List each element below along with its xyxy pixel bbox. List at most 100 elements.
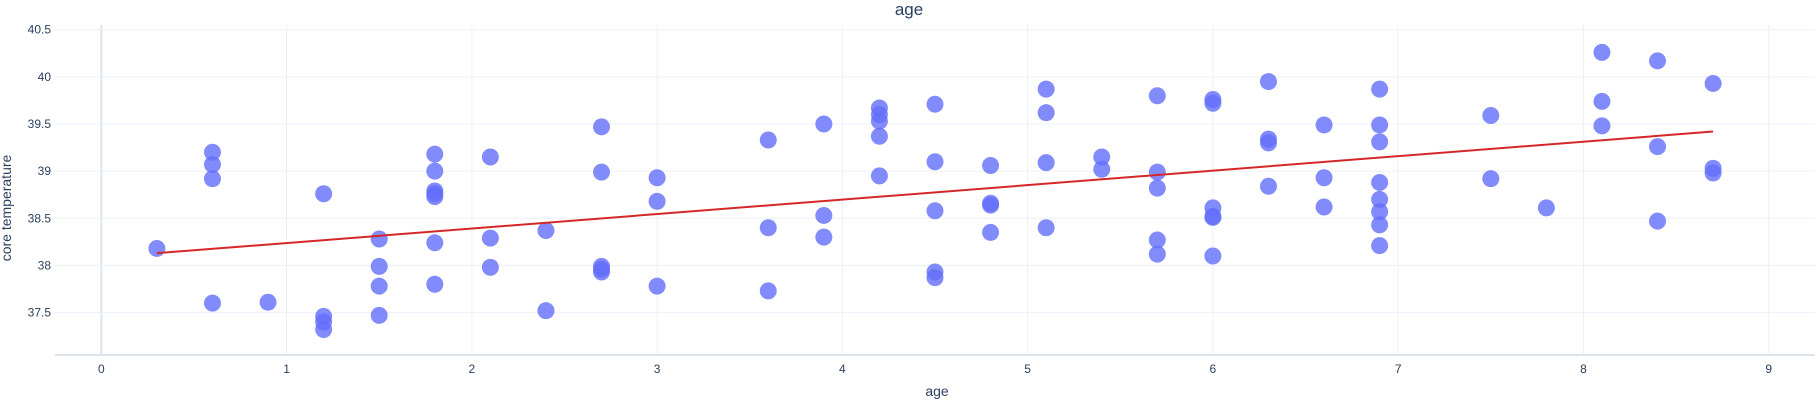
data-point xyxy=(426,275,444,293)
data-point xyxy=(1259,177,1277,195)
data-point xyxy=(1093,160,1111,178)
x-tick-label: 8 xyxy=(1580,362,1587,376)
data-point xyxy=(815,115,833,133)
data-point xyxy=(481,148,499,166)
data-point xyxy=(759,219,777,237)
data-point xyxy=(1537,199,1555,217)
data-point xyxy=(1315,116,1333,134)
data-point xyxy=(926,202,944,220)
x-axis-title: age xyxy=(925,383,949,399)
data-point xyxy=(1204,94,1222,112)
trendline xyxy=(156,130,1714,255)
x-axis-ticks: 0 1 2 3 4 5 6 7 8 9 xyxy=(98,362,1772,376)
x-tick-label: 0 xyxy=(98,362,105,376)
data-point xyxy=(1037,104,1055,122)
data-point xyxy=(759,282,777,300)
data-point xyxy=(370,277,388,295)
data-point xyxy=(1148,87,1166,105)
data-point xyxy=(1649,52,1667,70)
data-point xyxy=(1204,247,1222,265)
data-point xyxy=(1037,80,1055,98)
data-point xyxy=(481,258,499,276)
data-point xyxy=(1148,245,1166,263)
data-point xyxy=(759,131,777,149)
data-point xyxy=(315,185,333,203)
data-point xyxy=(1482,170,1500,188)
data-point xyxy=(1371,116,1389,134)
data-point xyxy=(370,306,388,324)
data-point xyxy=(1259,134,1277,152)
data-point xyxy=(315,321,333,339)
data-point xyxy=(926,95,944,113)
data-points xyxy=(148,43,1722,339)
data-point xyxy=(426,145,444,163)
data-point xyxy=(1704,74,1722,92)
y-tick-label: 39.5 xyxy=(28,117,52,131)
y-tick-label: 38.5 xyxy=(28,211,52,225)
data-point xyxy=(203,156,221,174)
data-point xyxy=(370,257,388,275)
data-point xyxy=(1315,169,1333,187)
data-point xyxy=(593,263,611,281)
data-point xyxy=(1259,73,1277,91)
data-point xyxy=(1037,219,1055,237)
data-point xyxy=(982,156,1000,174)
data-point xyxy=(1482,107,1500,125)
x-tick-label: 5 xyxy=(1024,362,1031,376)
data-point xyxy=(537,302,555,320)
y-axis-title: core temperature xyxy=(0,154,14,261)
data-point xyxy=(982,196,1000,214)
data-point xyxy=(1093,148,1111,166)
data-point xyxy=(1148,163,1166,181)
data-point xyxy=(593,163,611,181)
data-point xyxy=(1649,138,1667,156)
x-tick-label: 1 xyxy=(283,362,290,376)
data-point xyxy=(1371,216,1389,234)
data-point xyxy=(370,230,388,248)
x-tick-label: 6 xyxy=(1210,362,1217,376)
data-point xyxy=(1315,198,1333,216)
data-point xyxy=(203,170,221,188)
data-point xyxy=(870,112,888,130)
y-axis-ticks: 37.5 38 38.5 39 39.5 40 40.5 xyxy=(28,23,52,320)
data-point xyxy=(982,223,1000,241)
data-point xyxy=(1593,117,1611,135)
y-tick-label: 38 xyxy=(38,258,52,272)
x-tick-label: 2 xyxy=(468,362,475,376)
data-point xyxy=(148,239,166,257)
data-point xyxy=(1148,231,1166,249)
trendline-layer xyxy=(156,130,1714,255)
x-tick-label: 7 xyxy=(1395,362,1402,376)
data-point xyxy=(1371,190,1389,208)
data-point xyxy=(1204,208,1222,226)
x-tick-label: 4 xyxy=(839,362,846,376)
data-point xyxy=(870,167,888,185)
y-tick-label: 37.5 xyxy=(28,306,52,320)
chart-title: age xyxy=(895,0,923,19)
data-point xyxy=(426,162,444,180)
data-point xyxy=(648,277,666,295)
data-point xyxy=(648,192,666,210)
data-point xyxy=(926,153,944,171)
data-point xyxy=(426,188,444,206)
y-tick-label: 40.5 xyxy=(28,23,52,37)
data-point xyxy=(1371,173,1389,191)
data-point xyxy=(1037,154,1055,172)
x-tick-label: 9 xyxy=(1765,362,1772,376)
data-point xyxy=(259,293,277,311)
data-point xyxy=(593,118,611,136)
data-point xyxy=(203,294,221,312)
data-point xyxy=(1593,43,1611,61)
data-point xyxy=(926,269,944,287)
data-point xyxy=(1704,164,1722,182)
data-point xyxy=(537,222,555,240)
data-point xyxy=(1371,80,1389,98)
y-tick-label: 39 xyxy=(38,164,52,178)
data-point xyxy=(870,127,888,145)
data-point xyxy=(1371,133,1389,151)
data-point xyxy=(1649,212,1667,230)
data-point xyxy=(426,234,444,252)
y-tick-label: 40 xyxy=(38,70,52,84)
data-point xyxy=(648,169,666,187)
